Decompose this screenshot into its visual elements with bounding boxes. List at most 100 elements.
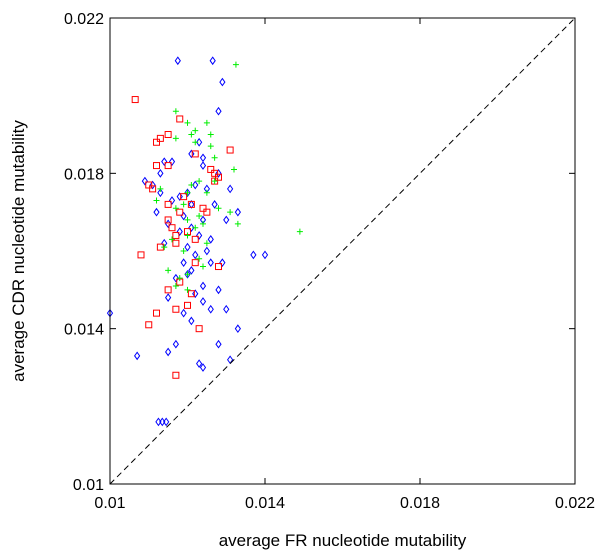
data-point-diamond (161, 157, 168, 167)
data-point-plus (200, 263, 206, 270)
data-point-diamond (163, 417, 170, 427)
data-point-plus (231, 166, 237, 173)
data-point-diamond (168, 196, 176, 205)
data-point-diamond (176, 192, 183, 201)
data-point-diamond (209, 56, 216, 66)
data-point-diamond (234, 324, 241, 334)
data-point-plus (207, 131, 214, 138)
data-point-diamond (215, 106, 222, 116)
data-point-plus (203, 189, 210, 196)
data-point-plus (153, 197, 160, 204)
data-point-square (176, 115, 184, 123)
data-point-diamond (196, 137, 203, 147)
data-point-plus (211, 154, 218, 161)
data-point-plus (192, 224, 199, 231)
data-point-diamond (172, 339, 179, 349)
data-point-diamond (180, 258, 187, 268)
data-point-diamond (207, 304, 214, 314)
data-point-diamond (215, 339, 222, 349)
data-point-diamond (157, 188, 164, 198)
data-point-square (164, 286, 172, 294)
data-point-diamond (199, 153, 207, 163)
data-point-square (215, 173, 222, 181)
data-point-square (191, 259, 199, 267)
data-point-plus (207, 143, 214, 150)
data-point-diamond (211, 200, 218, 209)
data-point-diamond (192, 250, 199, 260)
y-tick-label: 0.022 (64, 11, 104, 28)
data-point-diamond (192, 289, 199, 299)
data-point-square (145, 321, 153, 329)
data-point-diamond (188, 316, 195, 326)
data-point-square (164, 162, 172, 170)
data-point-plus (192, 139, 199, 146)
data-point-diamond (196, 359, 203, 368)
data-point-diamond (180, 308, 187, 318)
data-point-diamond (168, 157, 176, 167)
data-point-square (199, 204, 207, 212)
data-point-plus (184, 286, 191, 293)
data-point-square (172, 231, 180, 239)
data-point-diamond (176, 227, 183, 236)
data-point-diamond (199, 297, 207, 306)
data-point-diamond (157, 168, 164, 178)
data-point-diamond (199, 363, 207, 372)
data-point-diamond (207, 234, 214, 244)
data-point-square (172, 239, 180, 247)
data-point-plus (161, 244, 168, 251)
data-point-plus (184, 232, 191, 239)
data-point-diamond (219, 77, 226, 87)
data-point-square (203, 208, 211, 216)
data-point-plus (172, 108, 179, 115)
data-point-diamond (141, 176, 148, 186)
data-point-diamond (199, 281, 207, 291)
data-point-square (153, 162, 160, 170)
data-point-plus (203, 119, 210, 126)
data-point-plus (180, 248, 187, 254)
data-point-diamond (215, 285, 222, 295)
data-point-plus (196, 178, 203, 185)
data-point-plus (296, 228, 303, 235)
data-point-square (215, 263, 222, 271)
data-point-plus (215, 205, 222, 212)
data-point-diamond (184, 242, 191, 252)
data-point-plus (196, 213, 203, 220)
data-point-square (207, 165, 215, 173)
data-point-diamond (165, 347, 172, 357)
data-point-diamond (223, 304, 230, 314)
plot-frame (109, 17, 576, 485)
y-tick-label: 0.018 (64, 166, 104, 183)
data-point-diamond (227, 184, 234, 194)
data-point-plus (157, 185, 164, 192)
data-point-diamond (153, 207, 160, 217)
x-tick-label: 0.014 (245, 495, 285, 512)
data-point-plus (172, 282, 179, 289)
data-point-plus (180, 201, 187, 208)
data-point-plus (227, 209, 234, 216)
data-points-layer (106, 56, 303, 427)
data-point-diamond (165, 293, 172, 302)
data-point-plus (184, 189, 191, 196)
data-point-square (195, 325, 203, 333)
data-point-square (191, 150, 199, 158)
data-point-square (211, 169, 219, 177)
data-point-plus (172, 135, 179, 142)
data-point-diamond (250, 250, 257, 260)
data-point-plus (200, 220, 206, 227)
data-point-diamond (192, 180, 199, 190)
data-point-diamond (172, 273, 179, 283)
data-point-plus (211, 178, 218, 185)
data-point-square (164, 216, 172, 224)
x-tick-label: 0.022 (555, 495, 595, 512)
data-point-diamond (207, 258, 214, 268)
data-point-diamond (180, 211, 187, 221)
data-point-square (137, 251, 145, 259)
data-point-plus (188, 131, 195, 138)
data-point-square (172, 305, 180, 313)
data-point-diamond (174, 56, 181, 66)
data-point-diamond (188, 200, 195, 209)
data-point-plus (184, 216, 191, 223)
data-point-diamond (188, 223, 195, 233)
data-point-diamond (184, 188, 191, 198)
